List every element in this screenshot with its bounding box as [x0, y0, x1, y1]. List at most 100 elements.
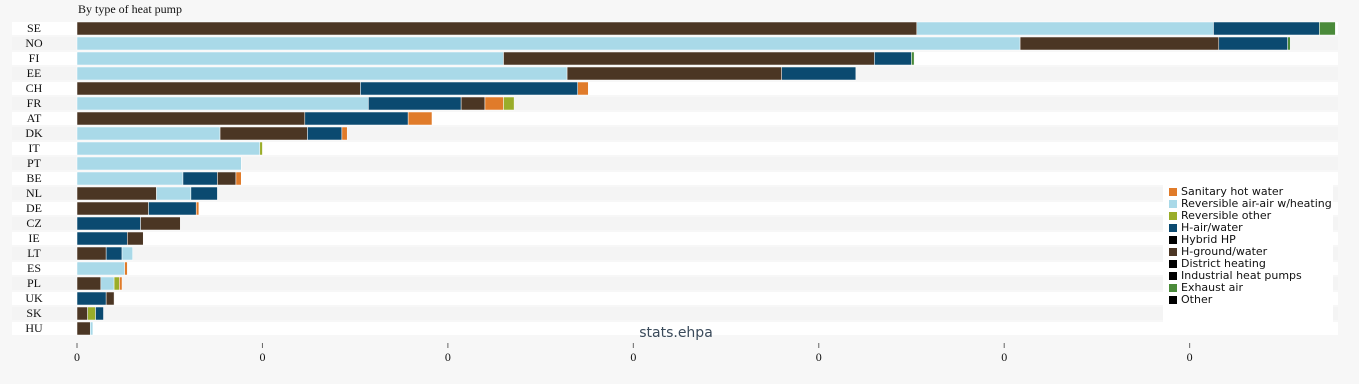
bar-segment: [76, 291, 107, 306]
y-tick-label: FI: [29, 51, 40, 65]
x-tick-label: 0: [74, 350, 80, 364]
bar-segment: [76, 81, 361, 96]
x-tick-label: 0: [259, 350, 265, 364]
bar-segment: [190, 186, 218, 201]
bar-segment: [1218, 36, 1288, 51]
bar-segment: [100, 276, 115, 291]
y-tick-label: CH: [26, 81, 43, 95]
bar-segment: [76, 156, 242, 171]
legend-label: Exhaust air: [1181, 281, 1243, 294]
y-tick-label: NO: [25, 36, 43, 50]
y-tick-label: FR: [27, 96, 42, 110]
bar-segment: [407, 111, 433, 126]
legend-swatch: [1169, 272, 1177, 280]
bar-segment: [360, 81, 578, 96]
row-background: [12, 247, 1338, 260]
bar-segment: [76, 276, 102, 291]
row-background: [12, 322, 1338, 335]
bar-segment: [1019, 36, 1220, 51]
bar-segment: [105, 246, 123, 261]
row-background: [12, 172, 1338, 185]
bar-segment: [76, 111, 306, 126]
bar-segment: [182, 171, 218, 186]
bar-segment: [76, 51, 504, 66]
bar-segment: [304, 111, 409, 126]
bar-segment: [156, 186, 192, 201]
legend-swatch: [1169, 296, 1177, 304]
legend-label: Industrial heat pumps: [1181, 269, 1302, 282]
bar-segment: [219, 126, 308, 141]
y-tick-label: SK: [26, 306, 42, 320]
y-tick-label: ES: [27, 261, 41, 275]
y-tick-label: IE: [28, 231, 39, 245]
bar-segment: [911, 51, 915, 66]
bar-segment: [105, 291, 115, 306]
bar-segment: [195, 201, 200, 216]
x-tick-label: 0: [1187, 350, 1193, 364]
bar-segment: [235, 171, 242, 186]
row-background: [12, 232, 1338, 245]
bar-segment: [95, 306, 104, 321]
bar-segment: [76, 126, 221, 141]
legend-swatch: [1169, 284, 1177, 292]
y-tick-label: HU: [25, 321, 43, 335]
bar-segment: [127, 231, 144, 246]
bar-segment: [76, 171, 184, 186]
legend-swatch: [1169, 224, 1177, 232]
bar-segment: [89, 321, 94, 336]
y-tick-label: CZ: [26, 216, 41, 230]
legend-label: H-air/water: [1181, 221, 1243, 234]
bar-segment: [76, 261, 125, 276]
row-background: [12, 277, 1338, 290]
legend-box: [1163, 183, 1333, 323]
bar-segment: [781, 66, 857, 81]
bar-segment: [76, 186, 157, 201]
bar-segment: [148, 201, 197, 216]
y-tick-label: SE: [27, 21, 41, 35]
bar-segment: [113, 276, 120, 291]
x-tick-label: 0: [445, 350, 451, 364]
row-background: [12, 307, 1338, 320]
bar-segment: [368, 96, 462, 111]
legend-label: Sanitary hot water: [1181, 185, 1284, 198]
bar-segment: [76, 36, 1021, 51]
row-background: [12, 142, 1338, 155]
bar-segment: [307, 126, 343, 141]
bar-segment: [76, 201, 149, 216]
legend-label: Reversible other: [1181, 209, 1272, 222]
watermark: stats.ehpa: [639, 325, 713, 341]
bar-segment: [76, 231, 128, 246]
row-background: [12, 292, 1338, 305]
chart-title: By type of heat pump: [78, 2, 182, 16]
y-tick-label: DE: [26, 201, 42, 215]
bar-segment: [1213, 21, 1320, 36]
bar-segment: [76, 141, 261, 156]
y-tick-label: AT: [27, 111, 42, 125]
bar-segment: [217, 171, 237, 186]
legend-swatch: [1169, 260, 1177, 268]
row-background: [12, 157, 1338, 170]
bar-segment: [341, 126, 348, 141]
y-tick-label: EE: [27, 66, 42, 80]
legend-swatch: [1169, 248, 1177, 256]
bar-segment: [577, 81, 589, 96]
legend-label: Hybrid HP: [1181, 233, 1236, 246]
y-tick-label: LT: [27, 246, 41, 260]
legend-swatch: [1169, 212, 1177, 220]
row-background: [12, 202, 1338, 215]
bar-segment: [874, 51, 912, 66]
bar-segment: [76, 66, 568, 81]
y-tick-label: UK: [25, 291, 43, 305]
x-tick-label: 0: [816, 350, 822, 364]
legend-label: Reversible air-air w/heating: [1181, 197, 1332, 210]
y-tick-label: DK: [25, 126, 43, 140]
x-tick-label: 0: [1001, 350, 1007, 364]
bar-segment: [460, 96, 486, 111]
row-background: [12, 217, 1338, 230]
bar-segment: [76, 21, 918, 36]
bar-segment: [76, 321, 91, 336]
y-tick-label: BE: [26, 171, 41, 185]
bar-segment: [1287, 36, 1291, 51]
legend-label: H-ground/water: [1181, 245, 1268, 258]
